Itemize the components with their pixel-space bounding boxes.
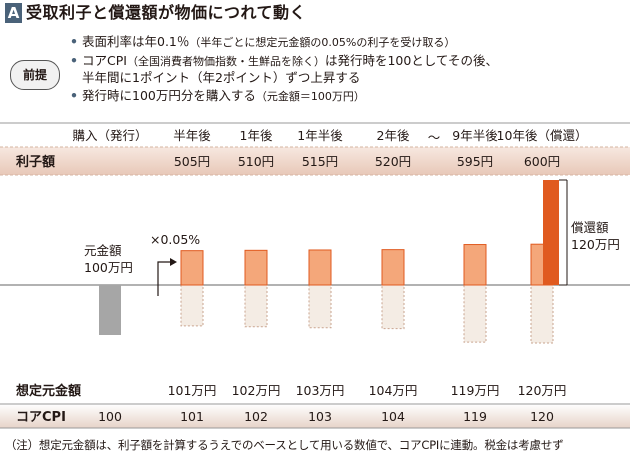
redemption-label: 償還額 [571, 220, 609, 235]
interest-row-label: 利子額 [16, 154, 55, 170]
premise-item-3-sub: （元金額＝100万円） [255, 90, 365, 103]
rate-arrow-head [170, 258, 177, 266]
cpi-value-label: 104 [381, 409, 405, 424]
category-label: 1年後 [240, 128, 273, 143]
section-tag: A [5, 3, 22, 23]
premise-item-3-main: 発行時に100万円分を購入する [82, 88, 256, 103]
interest-value-label: 505円 [174, 154, 210, 169]
principal-value-label: 103万円 [296, 383, 345, 398]
principal-row-label: 想定元金額 [16, 383, 81, 399]
category-label: 半年後 [173, 128, 211, 143]
principal-bar [244, 284, 268, 328]
redemption-bar [543, 180, 559, 285]
bullet-icon: • [70, 53, 78, 68]
interest-value-label: 600円 [524, 154, 560, 169]
premise-badge: 前提 [10, 60, 60, 90]
interest-value-label: 515円 [302, 154, 338, 169]
premise-item-2: • コアCPI（全国消費者物価指数・生鮮品を除く）は発行時を100としてその後、… [70, 53, 498, 86]
interest-bar [308, 249, 332, 286]
premise-item-3: • 発行時に100万円分を購入する（元金額＝100万円） [70, 88, 498, 105]
footnote: （注）想定元金額は、利子額を計算するうえでのベースとして用いる数値で、コアCPI… [5, 438, 564, 452]
category-label: 購入（発行） [72, 128, 147, 143]
category-label: 10年後（償還） [497, 128, 588, 143]
initial-principal-bar [99, 285, 121, 335]
principal-bar [308, 284, 332, 329]
cpi-value-label: 102 [244, 409, 268, 424]
premise-list: • 表面利率は年0.1％（半年ごとに想定元金額の0.05%の利子を受け取る） •… [70, 34, 498, 107]
premise-item-2-rest: は発行時を100としてその後、 [324, 53, 499, 68]
title-row: A 受取利子と償還額が物価につれて動く [0, 0, 630, 26]
category-label: 1年半後 [297, 128, 343, 143]
principal-value-label: 101万円 [168, 383, 217, 398]
principal-value-label: 119万円 [451, 383, 500, 398]
principal-bar [463, 284, 487, 343]
axis-break-label: 〜 [428, 130, 441, 145]
rate-arrow-line [157, 261, 172, 296]
premise-item-1-sub: （半年ごとに想定元金額の0.05%の利子を受け取る） [189, 36, 456, 49]
interest-value-label: 520円 [375, 154, 411, 169]
premise-item-1-main: 表面利率は年0.1％ [82, 34, 190, 49]
cpi-value-label: 100 [98, 409, 122, 424]
bullet-icon: • [70, 34, 78, 49]
principal-value-label: 102万円 [232, 383, 281, 398]
principal-value-label: 120万円 [518, 383, 567, 398]
interest-band [0, 147, 630, 175]
bullet-icon: • [70, 88, 78, 103]
interest-bar [180, 250, 204, 286]
cpi-row-label: コアCPI [16, 410, 66, 425]
interest-value-label: 595円 [457, 154, 493, 169]
category-label: 9年半後 [452, 128, 498, 143]
premise-item-2-main: コアCPI [82, 53, 127, 68]
interest-bar [244, 249, 268, 286]
premise-item-1: • 表面利率は年0.1％（半年ごとに想定元金額の0.05%の利子を受け取る） [70, 34, 498, 51]
cpi-band [0, 404, 630, 428]
principal-bar [180, 284, 204, 327]
redemption-value: 120万円 [571, 237, 620, 252]
initial-principal-label: 元金額 [84, 243, 122, 258]
cpi-value-label: 103 [308, 409, 332, 424]
rate-annotation: ×0.05% [150, 232, 200, 247]
figure-title: 受取利子と償還額が物価につれて動く [26, 3, 307, 22]
principal-bar [530, 284, 554, 344]
interest-value-label: 510円 [238, 154, 274, 169]
cpi-value-label: 120 [530, 409, 554, 424]
interest-bar [463, 244, 487, 286]
interest-bar [381, 249, 405, 286]
principal-value-label: 104万円 [369, 383, 418, 398]
premise-item-2-line2: 半年間に1ポイント（年2ポイント）ずつ上昇する [82, 70, 361, 85]
premise-item-2-sub: （全国消費者物価指数・生鮮品を除く） [126, 55, 325, 68]
principal-bar [381, 284, 405, 330]
cpi-value-label: 101 [180, 409, 204, 424]
initial-principal-value: 100万円 [84, 260, 133, 275]
cpi-value-label: 119 [463, 409, 487, 424]
category-label: 2年後 [377, 128, 410, 143]
